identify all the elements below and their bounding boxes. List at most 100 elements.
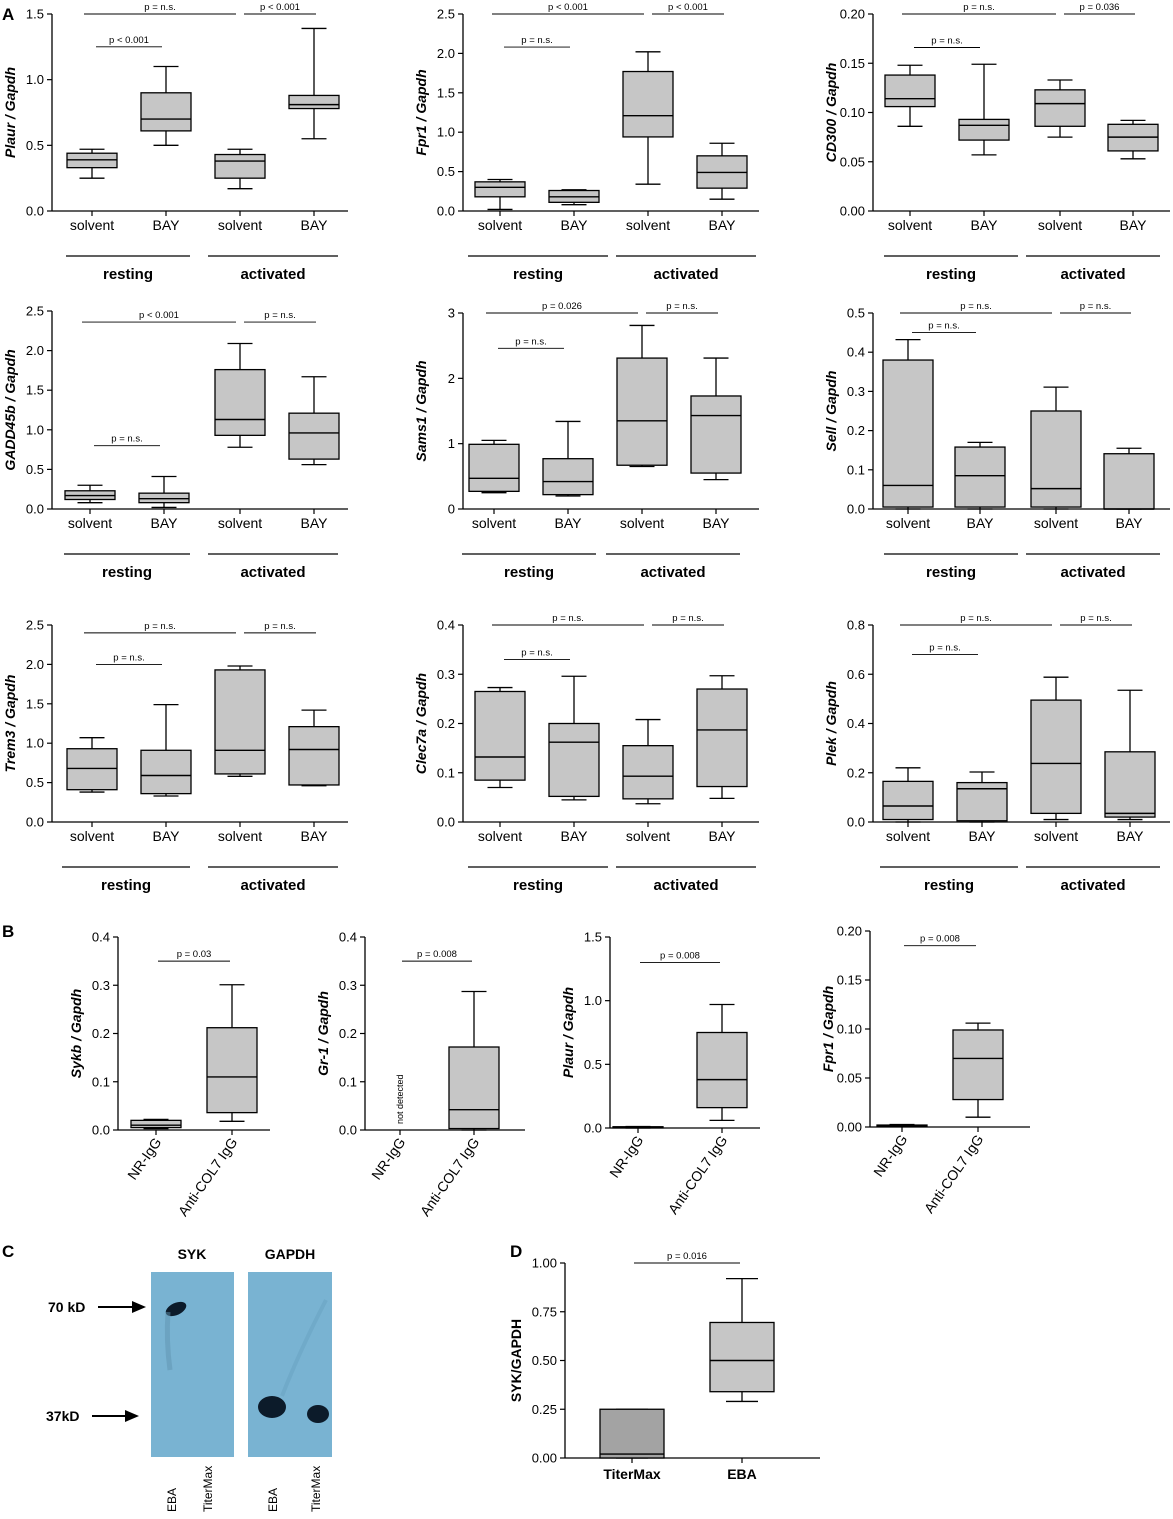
y-tick-label: 0.4 [339, 930, 357, 945]
blot-gapdh-membrane [248, 1272, 332, 1457]
chart-trem3: 0.0 0.5 1.0 1.5 2.0 2.5 Trem3 / Gapdh solvent BA… [2, 618, 348, 894]
chart-gadd45b: 0.0 0.5 1.0 1.5 2.0 2.5 GADD45b / Gapdh solvent… [2, 304, 348, 581]
box-iqr [140, 92, 192, 132]
box-1 [954, 441, 1006, 510]
y-axis-label: Sykb / Gapdh [68, 989, 84, 1078]
significance-label: p = 0.016 [667, 1251, 707, 1262]
significance-label: p = n.s. [1080, 613, 1111, 624]
y-tick-label: 0.5 [26, 775, 44, 790]
significance-label: p = n.s. [144, 2, 175, 13]
y-tick-label: 0.2 [847, 423, 865, 438]
box-1 [952, 1022, 1004, 1118]
y-axis-label: Sell / Gapdh [823, 371, 839, 452]
box-0 [64, 484, 116, 504]
box-iqr [954, 446, 1006, 508]
box-1 [542, 420, 594, 497]
x-tick-label: BAY [971, 217, 999, 233]
y-tick-label: 0.5 [437, 164, 455, 179]
y-tick-label: 0.0 [92, 1123, 110, 1138]
x-tick-label: solvent [626, 217, 670, 233]
box-iqr [130, 1119, 182, 1129]
box-iqr [214, 368, 266, 436]
box-1 [956, 771, 1008, 823]
y-tick-label: 0.2 [847, 765, 865, 780]
smear-syk-eba [164, 1311, 173, 1371]
y-tick-label: 0.0 [847, 502, 865, 517]
y-tick-label: 0.5 [584, 1057, 602, 1072]
x-tick-label: solvent [218, 217, 262, 233]
significance-label: p = n.s. [963, 2, 994, 13]
box-3 [1104, 689, 1156, 821]
x-tick-label: Anti-COL7 IgG [417, 1135, 483, 1219]
box-1 [548, 189, 600, 206]
y-tick-label: 1.0 [26, 736, 44, 751]
y-tick-label: 0.4 [847, 716, 865, 731]
x-tick-label: solvent [70, 217, 114, 233]
y-axis-label: Gr-1 / Gapdh [315, 991, 331, 1076]
box-iqr [616, 357, 668, 466]
y-tick-label: 1.0 [26, 72, 44, 87]
significance-label: p = n.s. [144, 621, 175, 632]
y-tick-label: 1.5 [584, 930, 602, 945]
y-tick-label: 0.1 [92, 1074, 110, 1089]
box-iqr [288, 94, 340, 110]
box-2 [1030, 386, 1082, 510]
box-2 [622, 718, 674, 805]
smear-gapdh [280, 1299, 328, 1397]
x-tick-label: Anti-COL7 IgG [665, 1133, 731, 1217]
box-2 [1030, 676, 1082, 821]
y-tick-label: 0.4 [92, 930, 110, 945]
y-axis-label: Clec7a / Gapdh [413, 673, 429, 774]
y-tick-label: 0.15 [837, 973, 862, 988]
x-tick-label: BAY [561, 828, 589, 844]
group-label: activated [240, 877, 305, 894]
chart-sykb: 0.0 0.1 0.2 0.3 0.4 Sykb / Gapdh NR-IgG Anti-CO… [68, 930, 270, 1219]
blot-header-gapdh: GAPDH [265, 1246, 316, 1262]
y-tick-label: 0.3 [339, 978, 357, 993]
y-tick-label: 0.00 [532, 1451, 557, 1466]
box-iqr [622, 745, 674, 800]
significance-label: p = 0.008 [660, 950, 700, 961]
x-tick-label: solvent [70, 828, 114, 844]
group-label: activated [1060, 564, 1125, 581]
x-tick-label: NR-IgG [870, 1132, 910, 1180]
y-tick-label: 0.2 [339, 1026, 357, 1041]
box-0 [876, 1123, 928, 1128]
x-tick-label: solvent [626, 828, 670, 844]
box-iqr [214, 669, 266, 775]
y-tick-label: 0 [448, 502, 455, 517]
y-tick-label: 0.1 [339, 1074, 357, 1089]
marker-37kd-arrow-icon [92, 1410, 139, 1422]
box-3 [288, 376, 340, 466]
group-label: resting [103, 266, 153, 283]
box-iqr [1104, 751, 1156, 818]
box-iqr [288, 412, 340, 460]
box-0 [130, 1118, 182, 1130]
box-iqr [599, 1408, 665, 1459]
y-tick-label: 0.0 [26, 502, 44, 517]
y-tick-label: 0.50 [532, 1353, 557, 1368]
box-iqr [206, 1027, 258, 1114]
significance-label: p = n.s. [113, 652, 144, 663]
blot-syk-membrane [151, 1272, 234, 1457]
significance-label: p = n.s. [264, 621, 295, 632]
y-tick-label: 0.0 [26, 815, 44, 830]
group-label: activated [653, 266, 718, 283]
x-tick-label: EBA [727, 1466, 757, 1482]
box-0 [882, 767, 934, 823]
box-2 [622, 51, 674, 185]
box-iqr [448, 1046, 500, 1130]
group-label: activated [1060, 877, 1125, 894]
lane-label-titermax-1: TiterMax [201, 1466, 215, 1512]
chart-cd300: 0.00 0.05 0.10 0.15 0.20 CD300 / Gapdh solvent… [823, 2, 1170, 283]
x-tick-label: BAY [1116, 515, 1144, 531]
y-tick-label: 0.0 [437, 204, 455, 219]
box-iqr [622, 70, 674, 138]
chart-syk_gapdh: 0.00 0.25 0.50 0.75 1.00 SYK/GAPDH TiterMax EBA… [508, 1251, 820, 1482]
y-axis-label: Trem3 / Gapdh [2, 675, 18, 773]
y-tick-label: 0.5 [26, 462, 44, 477]
chart-gr1: 0.0 0.1 0.2 0.3 0.4 Gr-1 / Gapdh NR-IgG Anti-CO… [315, 930, 525, 1219]
x-tick-label: solvent [1038, 217, 1082, 233]
y-tick-label: 0.0 [437, 815, 455, 830]
